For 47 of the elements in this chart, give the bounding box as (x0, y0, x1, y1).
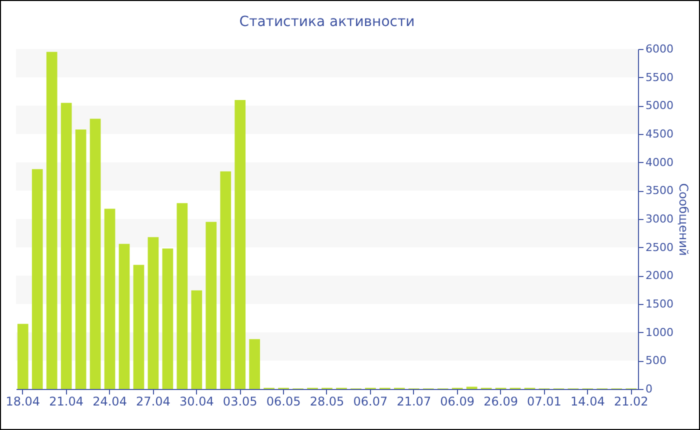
y-tick-label: 2000 (646, 269, 674, 282)
x-tick-label: 21.04 (49, 394, 84, 408)
y-tick-label: 2500 (646, 240, 674, 254)
bar (148, 237, 159, 389)
bar (17, 324, 28, 389)
bar (133, 264, 144, 389)
x-tick-label: 30.04 (179, 394, 214, 408)
y-tick-label: 4000 (646, 156, 674, 169)
y-tick-label: 4500 (646, 128, 674, 140)
x-tick-label: 27.04 (136, 394, 170, 408)
bar (104, 208, 116, 389)
y-tick-label: 5500 (646, 70, 674, 84)
x-tick-label: 03.05 (222, 394, 258, 408)
bar (220, 171, 232, 389)
x-tick-label: 06.09 (440, 394, 475, 408)
y-tick-label: 1000 (646, 326, 674, 339)
bar (118, 244, 130, 389)
x-tick-label: 21.02 (614, 394, 648, 408)
x-tick-label: 21.07 (396, 394, 432, 408)
x-tick-label: 07.01 (527, 394, 562, 408)
x-tick-label: 14.04 (570, 394, 605, 408)
bar (176, 203, 188, 389)
bar (75, 129, 86, 389)
bar (162, 248, 174, 389)
x-tick-label: 28.05 (310, 394, 344, 408)
y-axis-title: Сообщений (676, 183, 690, 256)
x-tick-label: 18.04 (6, 394, 40, 408)
bar (191, 290, 202, 389)
x-tick-label: 06.05 (266, 394, 301, 408)
y-tick-label: 5000 (646, 99, 674, 112)
x-tick-label: 06.07 (353, 394, 388, 408)
y-tick-label: 6000 (646, 42, 674, 56)
chart-title: Статистика активности (239, 14, 415, 30)
y-tick-label: 3000 (646, 212, 674, 226)
bar (46, 52, 58, 389)
bar (60, 102, 72, 389)
x-tick-label: 24.04 (92, 394, 127, 408)
bar (32, 169, 43, 389)
bar (206, 222, 217, 389)
y-tick-label: 1500 (646, 298, 674, 310)
bar (234, 100, 246, 389)
y-tick-label: 0 (646, 382, 652, 396)
bar (90, 118, 101, 389)
y-tick-label: 3500 (646, 184, 674, 198)
bar (249, 339, 260, 389)
x-tick-label: 26.09 (484, 394, 518, 408)
y-tick-label: 500 (646, 354, 666, 368)
